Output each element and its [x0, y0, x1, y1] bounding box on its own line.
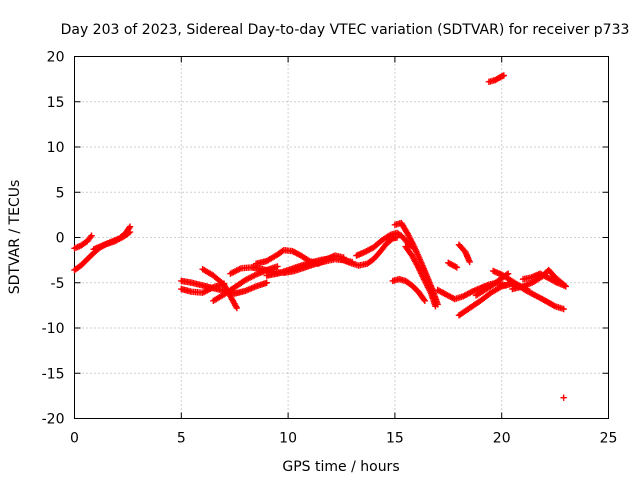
data-point: [550, 302, 558, 309]
data-point: [560, 282, 567, 289]
data-point: [126, 228, 134, 236]
chart-title: Day 203 of 2023, Sidereal Day-to-day VTE…: [61, 22, 630, 38]
y-tick-label: 5: [56, 185, 65, 201]
x-tick-labels: 0 5 10 15 20 25: [70, 431, 617, 447]
data-point: [560, 394, 567, 401]
grid: [74, 56, 609, 419]
y-tick-label: -5: [51, 276, 65, 292]
x-tick-label: 0: [70, 431, 79, 447]
data-point: [421, 297, 429, 305]
y-tick-label: -20: [42, 412, 65, 428]
x-tick-label: 15: [386, 431, 404, 447]
data-point: [452, 263, 459, 270]
x-tick-label: 20: [493, 431, 511, 447]
data-point: [432, 303, 439, 310]
data-point: [453, 264, 461, 271]
data-point: [386, 232, 393, 239]
data-point: [88, 232, 95, 239]
y-tick-label: 15: [47, 95, 65, 111]
y-axis-label: SDTVAR / TECUs: [7, 180, 23, 295]
y-tick-label: 10: [47, 140, 65, 156]
y-tick-labels: -20 -15 -10 -5 0 5 10 15 20: [42, 50, 65, 428]
y-tick-label: -10: [42, 321, 65, 337]
data-point: [552, 278, 560, 286]
data-point: [327, 255, 335, 262]
data-point: [87, 233, 94, 241]
y-tick-label: 0: [56, 231, 65, 247]
data-point: [126, 223, 134, 230]
x-axis-label: GPS time / hours: [282, 459, 399, 475]
data-point: [560, 305, 567, 313]
x-tick-label: 5: [177, 431, 186, 447]
data-point: [274, 263, 281, 270]
data-point: [500, 72, 508, 79]
y-tick-label: 20: [47, 50, 65, 66]
data-point: [420, 296, 428, 303]
y-tick-label: -15: [42, 366, 65, 382]
data-point: [125, 229, 132, 237]
data-point: [466, 258, 473, 266]
data-point: [263, 279, 270, 286]
axis-ticks: [74, 56, 609, 419]
data-point: [504, 270, 512, 277]
x-tick-label: 25: [600, 431, 618, 447]
data-point: [467, 289, 474, 296]
data-point: [233, 304, 241, 312]
data-points: [71, 72, 569, 401]
x-tick-label: 10: [279, 431, 297, 447]
